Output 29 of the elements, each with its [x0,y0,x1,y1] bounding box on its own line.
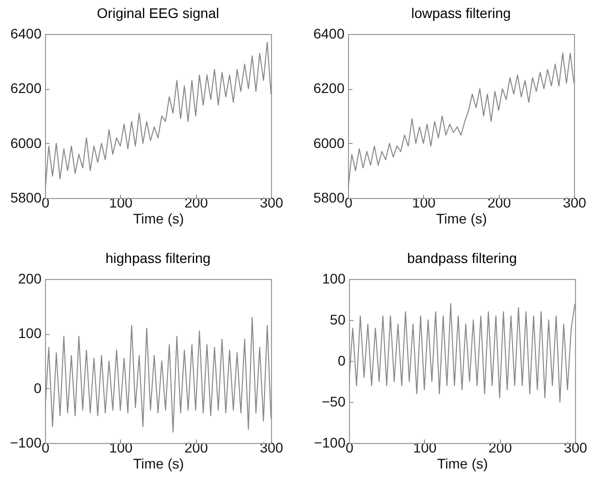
line-series [45,42,271,194]
y-tick-label: 6000 [313,134,345,151]
y-tick-label: 6200 [313,80,345,96]
y-tick-label: −50 [322,394,346,410]
x-axis-title: Time (s) [133,456,184,472]
y-tick-label: 100 [18,325,42,342]
y-tick-label: −100 [314,434,346,450]
x-axis-title: Time (s) [436,210,487,226]
line-series [348,52,574,190]
y-tick-label: 100 [322,270,346,286]
y-tick-label: −100 [10,434,42,450]
y-tick-label: 6400 [10,26,42,42]
y-tick-label: 0 [338,352,346,368]
chart-title: bandpass filtering [407,250,517,266]
line-series [349,303,575,402]
chart-title: lowpass filtering [411,5,511,21]
y-tick-label: 0 [34,380,42,396]
y-tick-label: 6000 [10,134,42,151]
x-axis-title: Time (s) [133,210,184,226]
chart-title: highpass filtering [105,250,211,266]
line-series [45,316,271,433]
chart-title: Original EEG signal [96,5,220,21]
y-tick-label: 200 [18,270,42,286]
y-tick-label: 6200 [10,80,42,96]
y-tick-label: 50 [330,312,346,328]
x-axis-title: Time (s) [437,456,488,472]
y-tick-label: 5800 [10,190,42,206]
y-tick-label: 5800 [313,190,345,206]
y-tick-label: 6400 [313,26,345,42]
